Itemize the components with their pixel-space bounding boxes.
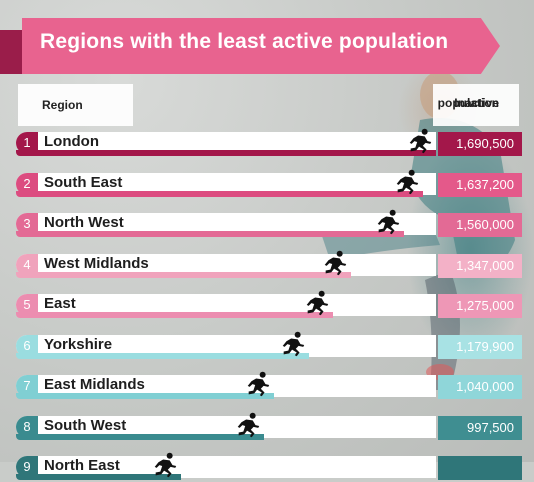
region-label: Yorkshire — [44, 335, 113, 353]
runner-icon — [324, 250, 347, 275]
bar — [16, 393, 274, 399]
rank-badge: 7 — [16, 375, 38, 397]
rank-badge: 3 — [16, 213, 38, 235]
bar-track — [16, 172, 436, 195]
runner-icon — [396, 169, 419, 194]
chart-title: Regions with the least active population — [40, 30, 449, 53]
rank-badge: 4 — [16, 253, 38, 276]
rank-badge: 9 — [16, 456, 38, 478]
value-label: 1,560,000 — [438, 213, 522, 237]
inactive-header-line2: population — [437, 96, 499, 110]
chart-row: 1 London 1,690,500 — [16, 128, 522, 158]
bar-track — [16, 415, 436, 438]
region-label: South West — [44, 416, 127, 434]
value-label: 1,040,000 — [438, 375, 522, 399]
rank-badge: 5 — [16, 294, 38, 316]
value-label: 1,179,900 — [438, 334, 522, 359]
chart-row: 4 West Midlands 1,347,000 — [16, 250, 522, 280]
runner-icon — [247, 371, 270, 397]
bar — [16, 433, 264, 440]
runner-icon — [377, 209, 400, 235]
runner-icon — [306, 290, 329, 316]
chart-row: 2 South East 1,637,200 — [16, 169, 522, 199]
bar-track — [16, 294, 436, 316]
bar-track — [16, 334, 436, 357]
chart-row: 8 South West 997,500 — [16, 412, 522, 442]
runner-icon — [282, 331, 305, 356]
runner-icon — [154, 452, 177, 478]
value-label: 1,637,200 — [438, 172, 522, 197]
region-label: West Midlands — [44, 254, 149, 272]
chart-row: 5 East 1,275,000 — [16, 290, 522, 320]
rank-badge: 2 — [16, 172, 38, 195]
bar — [16, 231, 404, 237]
value-label: 1,347,000 — [438, 253, 522, 278]
chart-row: 7 East Midlands 1,040,000 — [16, 371, 522, 401]
region-label: East — [44, 295, 76, 312]
rank-badge: 6 — [16, 334, 38, 357]
rank-badge: 1 — [16, 132, 38, 154]
title-banner — [22, 18, 500, 74]
value-label: 1,690,500 — [438, 132, 522, 156]
region-label: London — [44, 133, 99, 150]
value-label: 997,500 — [438, 415, 522, 440]
bar-track — [16, 375, 436, 397]
bar — [16, 352, 309, 359]
value-label: 1,275,000 — [438, 294, 522, 318]
value-label — [438, 456, 522, 480]
region-label: North East — [44, 457, 120, 474]
chart-row: 3 North West 1,560,000 — [16, 209, 522, 239]
runner-icon — [409, 128, 432, 154]
title-banner-fold — [0, 30, 24, 74]
bar — [16, 312, 333, 318]
region-label: South East — [44, 173, 123, 191]
region-label: North West — [44, 214, 124, 231]
chart-row: 6 Yorkshire 1,179,900 — [16, 331, 522, 361]
region-column-header: Region — [18, 84, 133, 126]
runner-icon — [237, 412, 260, 437]
bar — [16, 150, 436, 156]
region-header-label: Region — [42, 98, 83, 112]
rank-badge: 8 — [16, 415, 38, 438]
region-label: East Midlands — [44, 376, 145, 393]
inactive-header-line1: Inactive — [454, 96, 499, 110]
bar-track — [16, 213, 436, 235]
chart-row: 9 North East — [16, 452, 522, 482]
bar — [16, 271, 351, 278]
inactive-column-header: Inactive population — [433, 84, 519, 126]
bar — [16, 190, 423, 197]
bar-track — [16, 132, 436, 154]
